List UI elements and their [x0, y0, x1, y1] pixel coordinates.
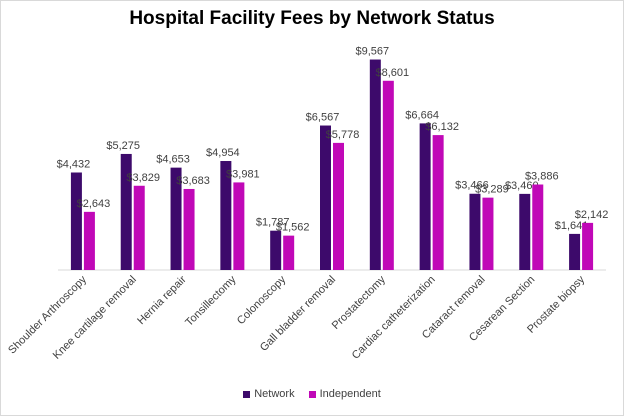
data-label-independent: $3,289 — [475, 184, 509, 196]
data-label-independent: $3,829 — [126, 172, 160, 184]
bar-network — [320, 125, 331, 270]
data-label-independent: $2,643 — [77, 198, 111, 210]
data-label-network: $3,466 — [455, 180, 489, 192]
bar-independent — [183, 188, 195, 270]
data-label-network: $6,664 — [405, 109, 439, 121]
bar-network — [569, 233, 581, 270]
data-label-network: $1,787 — [256, 217, 290, 229]
data-label-independent: $8,601 — [375, 67, 409, 79]
chart-title: Hospital Facility Fees by Network Status — [129, 8, 495, 29]
bar-independent — [333, 142, 344, 270]
category-tick-label: Knee cartilage removal — [51, 274, 139, 362]
bar-independent — [133, 185, 145, 270]
data-label-independent: $3,683 — [176, 175, 210, 187]
legend-item-independent: Independent — [308, 388, 381, 400]
data-label-network: $1,641 — [555, 220, 589, 232]
data-label-network: $5,275 — [106, 140, 140, 152]
bar-independent — [582, 222, 594, 270]
category-tick-label: Colonoscopy — [235, 273, 289, 327]
data-label-network: $4,653 — [156, 154, 190, 166]
legend-label-network: Network — [254, 388, 295, 400]
bar-independent — [432, 135, 444, 270]
data-label-independent: $1,562 — [276, 222, 310, 234]
bar-network — [120, 153, 132, 270]
bar-network — [170, 167, 182, 270]
data-label-network: $3,460 — [505, 180, 539, 192]
data-label-network: $4,432 — [57, 158, 91, 170]
legend-label-independent: Independent — [319, 388, 381, 400]
legend-swatch-independent — [308, 390, 316, 398]
bar-network — [419, 123, 431, 270]
category-tick-label: Cardiac catheterization — [350, 274, 438, 362]
bar-independent — [233, 182, 245, 270]
data-label-independent: $3,886 — [525, 171, 559, 183]
data-label-independent: $6,132 — [425, 121, 459, 133]
legend: Network Independent — [0, 388, 624, 400]
data-label-independent: $2,142 — [575, 209, 609, 221]
data-label-network: $9,567 — [355, 46, 389, 58]
bar-independent — [532, 184, 544, 270]
bar-independent — [283, 235, 295, 270]
bar-network — [369, 59, 381, 270]
data-label-network: $6,567 — [306, 112, 340, 124]
bar-independent — [382, 80, 394, 270]
bar-independent — [482, 197, 494, 270]
data-label-independent: $5,778 — [326, 129, 360, 141]
bar-network — [70, 172, 82, 270]
bar-network — [469, 193, 481, 270]
bar-network — [220, 161, 232, 270]
data-label-network: $4,954 — [206, 147, 240, 159]
bar-independent — [83, 211, 95, 270]
legend-swatch-network — [243, 390, 251, 398]
bar-network — [519, 193, 531, 270]
category-tick-label: Tonsillectomy — [183, 273, 239, 329]
legend-item-network: Network — [243, 388, 295, 400]
bar-network — [270, 230, 282, 270]
data-label-independent: $3,981 — [226, 168, 260, 180]
category-tick-label: Hernia repair — [135, 273, 189, 327]
